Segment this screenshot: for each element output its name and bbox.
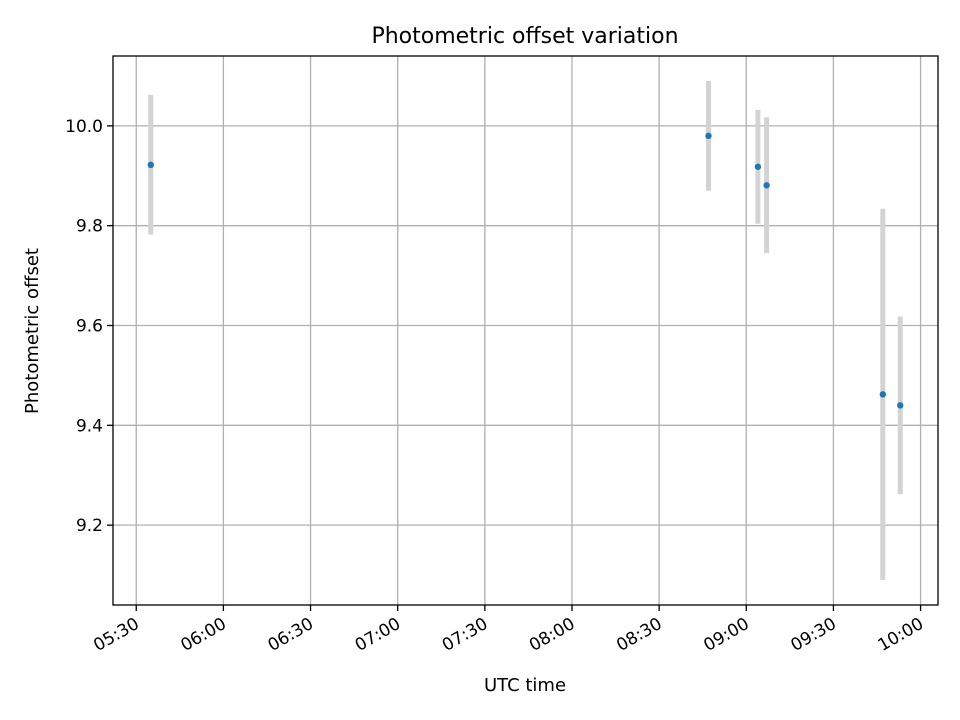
- chart-title: Photometric offset variation: [371, 24, 678, 49]
- x-axis-ticks: 05:30 06:00 06:30 07:00 07:30 08:00 08:30 09:00…: [90, 605, 927, 656]
- x-tick-label: 09:00: [700, 614, 752, 656]
- y-tick-label: 10.0: [65, 117, 103, 137]
- y-tick-label: 9.2: [76, 516, 103, 536]
- x-tick-label: 07:00: [352, 614, 404, 656]
- x-tick-label: 08:30: [613, 614, 665, 656]
- y-tick-label: 9.4: [76, 416, 103, 436]
- y-axis-ticks: 9.2 9.4 9.6 9.8 10.0: [65, 117, 113, 536]
- x-tick-label: 10:00: [875, 614, 927, 656]
- x-tick-label: 08:00: [526, 614, 578, 656]
- y-axis-label: Photometric offset: [22, 248, 43, 414]
- x-tick-label: 06:30: [265, 614, 317, 656]
- x-tick-label: 07:30: [439, 614, 491, 656]
- data-point: [763, 182, 770, 189]
- data-point: [879, 391, 887, 398]
- y-tick-label: 9.8: [76, 217, 103, 237]
- grid: [113, 56, 938, 605]
- data-point: [754, 163, 762, 170]
- y-tick-label: 9.6: [76, 317, 103, 337]
- x-tick-label: 06:00: [177, 614, 229, 656]
- data-point: [147, 161, 154, 169]
- data-points: [147, 132, 904, 409]
- x-tick-label: 09:30: [787, 614, 839, 656]
- x-axis-label: UTC time: [484, 675, 566, 696]
- data-point: [897, 402, 904, 409]
- x-tick-label: 05:30: [90, 614, 142, 656]
- data-point: [705, 132, 712, 140]
- error-bars: [148, 80, 903, 581]
- plot-frame: [112, 55, 939, 606]
